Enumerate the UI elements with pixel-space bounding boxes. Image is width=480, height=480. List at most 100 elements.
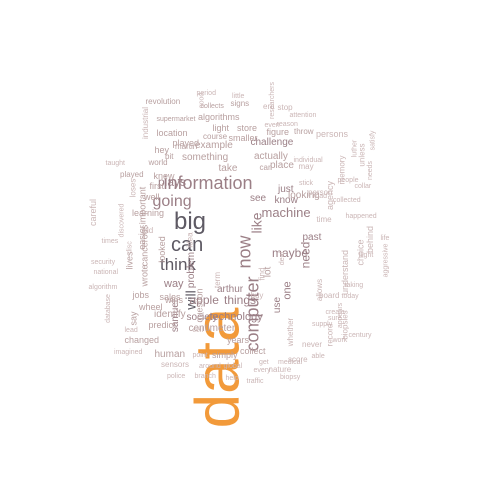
cloud-word: apple [189, 293, 219, 307]
cloud-word: people [337, 176, 359, 184]
cloud-word: need [297, 241, 312, 269]
cloud-word: century [348, 331, 372, 339]
cloud-word: reason [276, 120, 298, 128]
cloud-word: around [199, 362, 221, 370]
cloud-word: use [272, 296, 284, 314]
cloud-word: played [120, 170, 144, 179]
cloud-word: looking [288, 190, 320, 201]
cloud-word: revolution [145, 97, 181, 106]
cloud-word: supply [312, 320, 333, 328]
cloud-word: satisfy [369, 130, 377, 150]
cloud-word: disc [126, 240, 134, 254]
cloud-word: jobs [132, 289, 150, 300]
cloud-word: score [288, 355, 308, 364]
cloud-word: problem [186, 251, 198, 289]
cloud-word: hey [154, 144, 170, 155]
cloud-word: information [163, 173, 253, 193]
cloud-word: every [253, 366, 271, 374]
cloud-word: going [152, 193, 192, 210]
cloud-word: location [156, 127, 188, 138]
cloud-word: can [171, 234, 204, 256]
cloud-word: security [91, 258, 116, 266]
cloud-word: flight [358, 251, 374, 259]
cloud-word: machine [261, 204, 311, 220]
cloud-word: things [224, 293, 257, 307]
cloud-word: wins [165, 294, 184, 305]
cloud-word: good [198, 92, 206, 108]
cloud-word: biopsy [280, 373, 301, 381]
cloud-word: national [93, 268, 119, 276]
cloud-word: old [142, 226, 154, 235]
cloud-word: just [278, 184, 294, 195]
cloud-word: supermarket [156, 115, 196, 123]
cloud-word: wrote [139, 263, 150, 287]
cloud-word: sure [328, 314, 342, 322]
cloud-word: individual [293, 156, 323, 164]
cloud-word: say [128, 310, 139, 326]
cloud-word: maybe [272, 246, 309, 260]
cloud-word: needs [366, 160, 374, 180]
cloud-word: algorithms [198, 111, 240, 122]
cloud-word: discovered [118, 203, 126, 237]
cloud-word: think [160, 254, 196, 274]
cloud-word: term [213, 272, 222, 288]
cloud-word: challenge [250, 137, 294, 148]
cloud-word: researchers [268, 81, 276, 119]
cloud-word: point [192, 351, 208, 359]
cloud-word: human [154, 349, 186, 360]
cloud-word: police [167, 372, 186, 380]
cloud-word: plays [158, 175, 187, 189]
cloud-word: past [302, 232, 322, 243]
cloud-word: help [225, 374, 239, 382]
cloud-word: stick [299, 179, 313, 187]
cloud-word: collects [200, 102, 224, 110]
cloud-word: persons [316, 128, 349, 139]
cloud-word: arthur [217, 284, 244, 295]
cloud-word: well [144, 191, 160, 202]
cloud-word: sales [159, 291, 181, 302]
cloud-word: take [218, 163, 238, 174]
cloud-word: road [313, 192, 328, 200]
cloud-word: behind [364, 225, 375, 253]
cloud-word: stop [277, 103, 293, 112]
cloud-word: imagined [114, 348, 143, 356]
cloud-word: idea [185, 232, 195, 248]
cloud-word: taught [105, 159, 125, 167]
cloud-word: something [182, 152, 229, 163]
cloud-word: little [232, 92, 245, 100]
cloud-word: appears [336, 302, 344, 328]
cloud-word: person [308, 188, 333, 197]
cloud-word: collect [240, 345, 266, 356]
cloud-word: era [263, 102, 275, 111]
cloud-word: actually [254, 151, 288, 162]
cloud-word: important [137, 186, 148, 224]
cloud-word: bit [165, 152, 174, 161]
cloud-word: may [298, 162, 314, 171]
cloud-word: martin [175, 142, 198, 151]
cloud-word: get [259, 358, 269, 366]
cloud-word: buy [250, 291, 264, 300]
cloud-word: even [264, 121, 280, 129]
cloud-word: loses [127, 178, 137, 198]
cloud-word: one [281, 280, 294, 300]
cloud-word: happened [345, 212, 377, 220]
cloud-word: algorithm [88, 283, 118, 291]
cloud-word: store [237, 122, 258, 133]
cloud-word: branch [194, 372, 216, 380]
cloud-word: times [101, 237, 119, 245]
cloud-word: today [341, 292, 359, 300]
cloud-word: first [149, 180, 165, 191]
cloud-word: traffic [246, 377, 264, 385]
cloud-word: identify [154, 309, 186, 320]
cloud-word: time [316, 215, 332, 224]
cloud-word: industrial [141, 106, 151, 140]
cloud-word: course [203, 132, 228, 141]
cloud-word: simply [212, 349, 238, 360]
cloud-word: way [164, 277, 184, 290]
cloud-word: figure [266, 126, 290, 137]
cloud-word: create [325, 308, 345, 316]
cloud-word: collected [333, 196, 361, 204]
cloud-word: period [196, 89, 216, 97]
cloud-word: life [380, 234, 390, 242]
